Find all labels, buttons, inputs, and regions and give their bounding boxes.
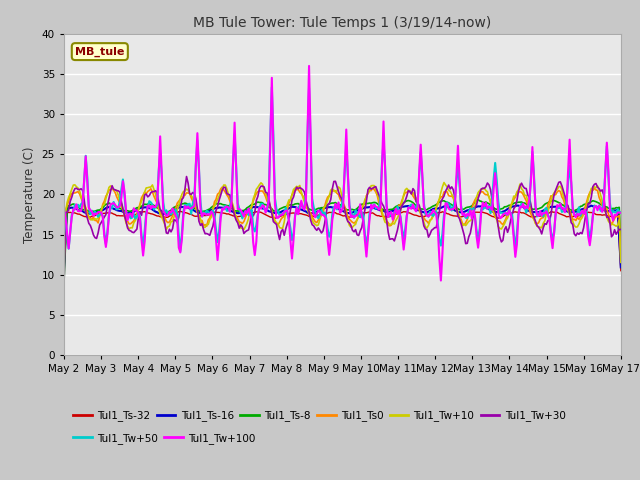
Title: MB Tule Tower: Tule Temps 1 (3/19/14-now): MB Tule Tower: Tule Temps 1 (3/19/14-now… — [193, 16, 492, 30]
Text: MB_tule: MB_tule — [75, 47, 125, 57]
Y-axis label: Temperature (C): Temperature (C) — [23, 146, 36, 243]
Legend: Tul1_Tw+50, Tul1_Tw+100: Tul1_Tw+50, Tul1_Tw+100 — [69, 429, 260, 448]
